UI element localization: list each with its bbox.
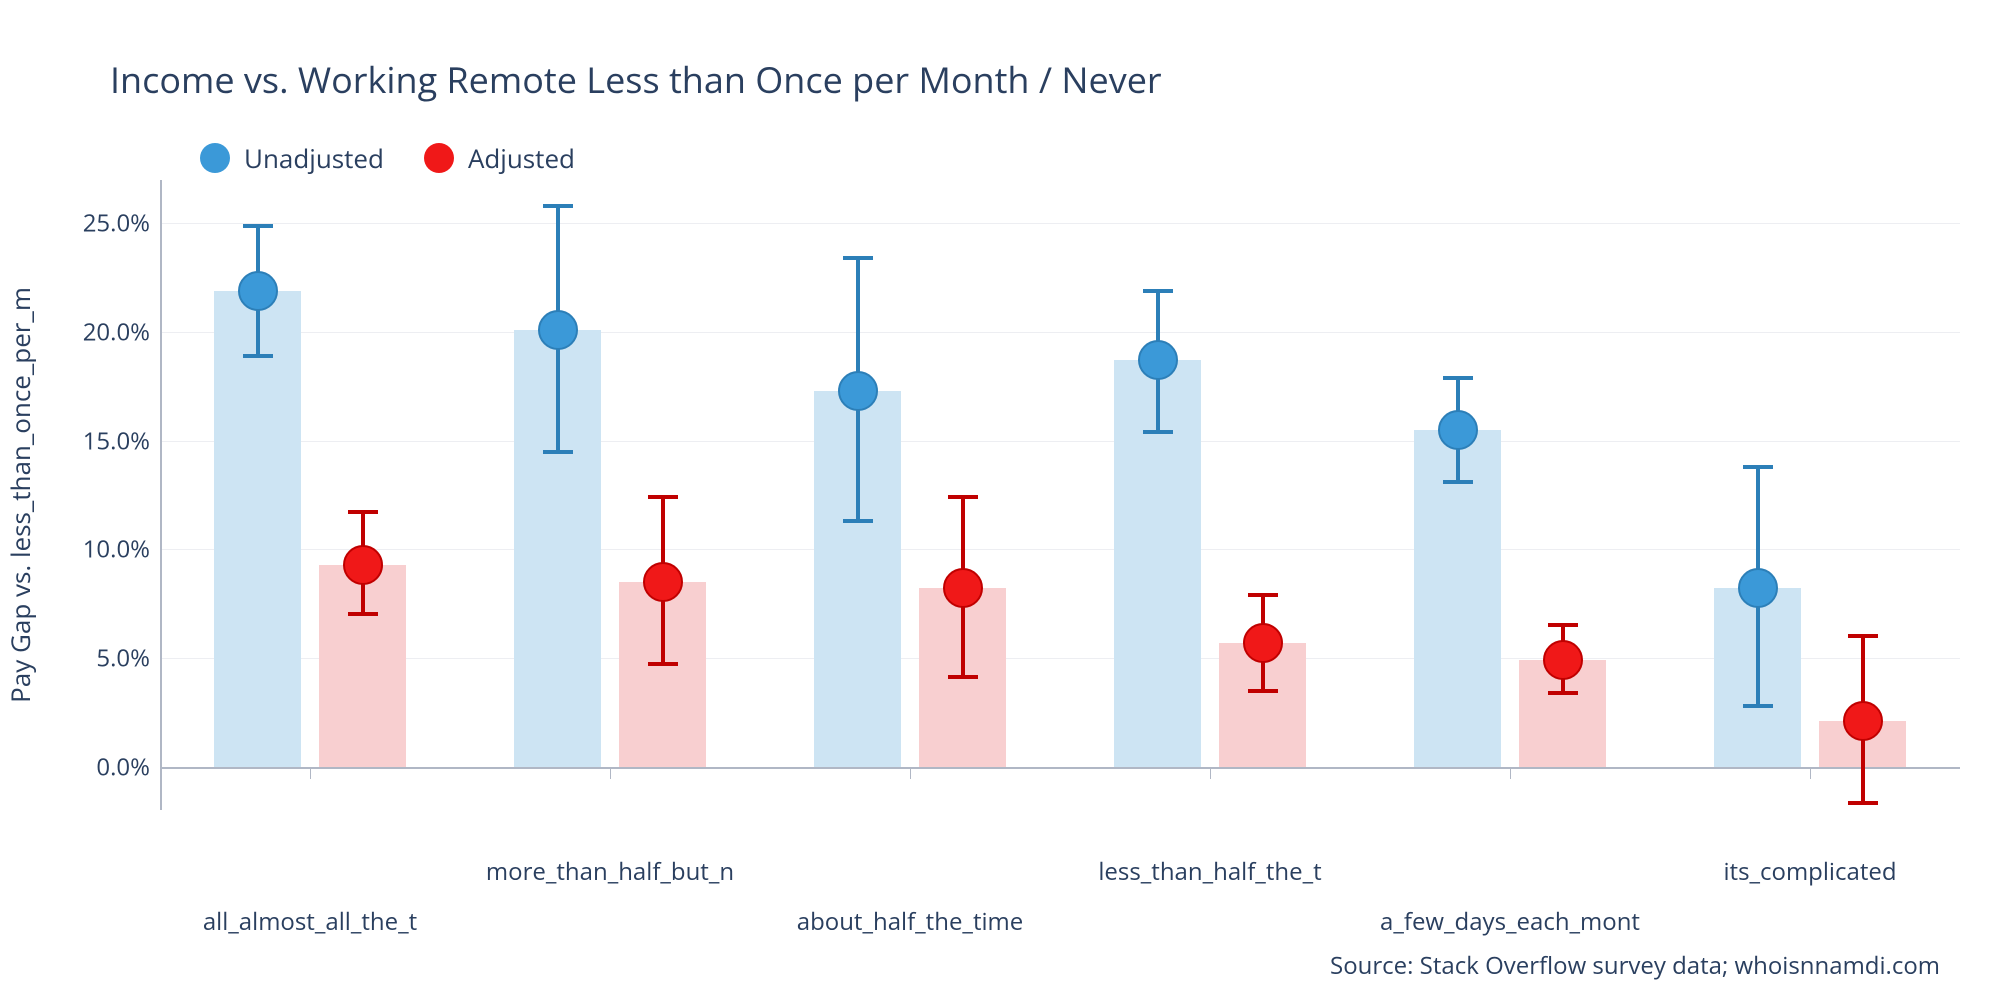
errorbar-cap: [543, 204, 573, 208]
legend-item-adjusted: Adjusted: [424, 140, 575, 176]
gridline: [160, 658, 1960, 659]
errorbar-cap: [648, 495, 678, 499]
errorbar-cap: [1443, 480, 1473, 484]
chart-container: Income vs. Working Remote Less than Once…: [0, 0, 2000, 1000]
x-tick: [1810, 769, 1811, 779]
y-tick-label: 15.0%: [40, 424, 150, 457]
marker-adjusted: [1243, 623, 1283, 663]
marker-adjusted: [643, 562, 683, 602]
marker-adjusted: [343, 545, 383, 585]
bar-unadjusted: [214, 291, 301, 767]
x-tick: [910, 769, 911, 779]
marker-adjusted: [943, 568, 983, 608]
marker-unadjusted: [838, 371, 878, 411]
legend-label-unadjusted: Unadjusted: [244, 140, 384, 176]
x-tick: [1210, 769, 1211, 779]
y-tick-label: 25.0%: [40, 207, 150, 240]
x-tick-label: its_complicated: [1723, 855, 1896, 888]
y-tick-label: 10.0%: [40, 533, 150, 566]
x-tick-label: a_few_days_each_mont: [1380, 905, 1640, 938]
errorbar-cap: [1143, 430, 1173, 434]
legend-item-unadjusted: Unadjusted: [200, 140, 384, 176]
marker-adjusted: [1543, 640, 1583, 680]
chart-title: Income vs. Working Remote Less than Once…: [110, 55, 1162, 104]
marker-unadjusted: [1738, 568, 1778, 608]
errorbar-cap: [348, 510, 378, 514]
errorbar-cap: [1848, 801, 1878, 805]
errorbar-cap: [1743, 465, 1773, 469]
y-axis-line: [160, 180, 162, 810]
gridline: [160, 549, 1960, 550]
x-tick-label: more_than_half_but_n: [486, 855, 734, 888]
legend: Unadjusted Adjusted: [200, 140, 575, 176]
source-note: Source: Stack Overflow survey data; whoi…: [1330, 949, 1940, 982]
marker-unadjusted: [1438, 410, 1478, 450]
legend-label-adjusted: Adjusted: [468, 140, 575, 176]
errorbar-cap: [1143, 289, 1173, 293]
y-tick-label: 20.0%: [40, 316, 150, 349]
gridline: [160, 223, 1960, 224]
gridline: [160, 332, 1960, 333]
x-axis-line: [160, 767, 1960, 769]
marker-adjusted: [1843, 701, 1883, 741]
x-tick: [310, 769, 311, 779]
errorbar-cap: [1548, 623, 1578, 627]
errorbar-cap: [243, 224, 273, 228]
errorbar-cap: [1848, 634, 1878, 638]
errorbar-cap: [543, 450, 573, 454]
errorbar-cap: [843, 256, 873, 260]
plot-area: [160, 180, 1960, 810]
errorbar-cap: [1248, 689, 1278, 693]
y-axis-title: Pay Gap vs. less_than_once_per_m: [2, 287, 38, 703]
errorbar-cap: [1248, 593, 1278, 597]
x-tick: [610, 769, 611, 779]
legend-swatch-unadjusted: [200, 143, 230, 173]
errorbar-cap: [1743, 704, 1773, 708]
errorbar-cap: [348, 612, 378, 616]
errorbar-cap: [648, 662, 678, 666]
errorbar-cap: [1548, 691, 1578, 695]
x-tick: [1510, 769, 1511, 779]
marker-unadjusted: [1138, 340, 1178, 380]
marker-unadjusted: [238, 271, 278, 311]
legend-swatch-adjusted: [424, 143, 454, 173]
x-tick-label: about_half_the_time: [797, 905, 1024, 938]
errorbar-cap: [948, 675, 978, 679]
x-tick-label: less_than_half_the_t: [1098, 855, 1321, 888]
errorbar-cap: [243, 354, 273, 358]
x-tick-label: all_almost_all_the_t: [203, 905, 417, 938]
errorbar-cap: [1443, 376, 1473, 380]
errorbar-cap: [948, 495, 978, 499]
gridline: [160, 441, 1960, 442]
errorbar-cap: [843, 519, 873, 523]
marker-unadjusted: [538, 310, 578, 350]
y-tick-label: 5.0%: [40, 641, 150, 674]
y-tick-label: 0.0%: [40, 750, 150, 783]
